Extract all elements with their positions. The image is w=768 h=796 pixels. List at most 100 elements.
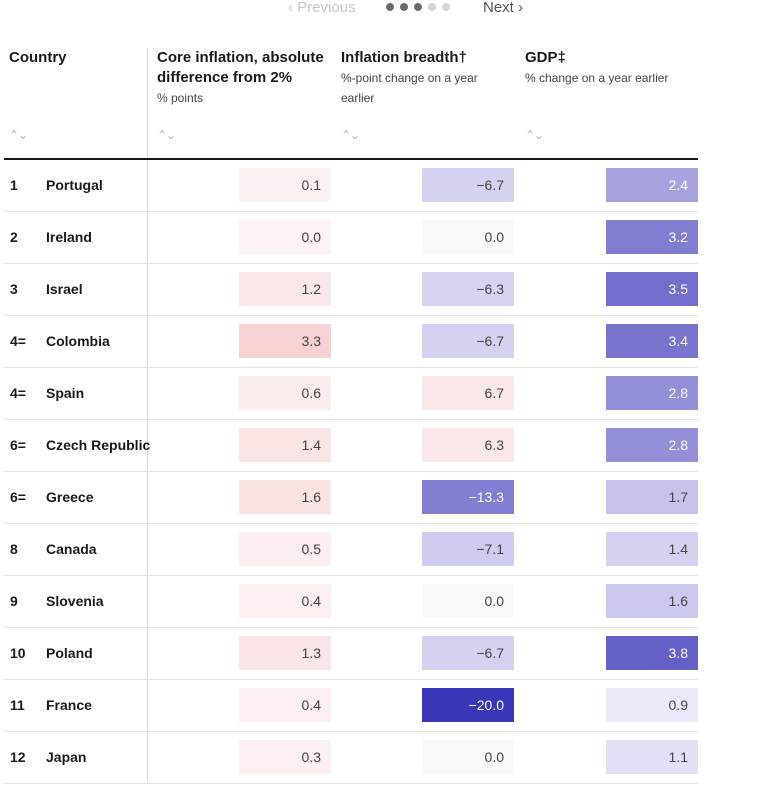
sort-icon[interactable]: ⌃⌄: [341, 128, 360, 142]
country-name: Spain: [46, 385, 85, 401]
rank: 10: [10, 645, 26, 661]
inflation-breadth-value: 0.0: [422, 740, 514, 774]
core-inflation-value: 3.3: [239, 324, 331, 358]
core-inflation-value: 0.0: [239, 220, 331, 254]
table-row: 3 Israel 1.2 −6.3 3.5: [4, 264, 698, 316]
table-row: 12 Japan 0.3 0.0 1.1: [4, 732, 698, 784]
core-inflation-value: 1.4: [239, 428, 331, 462]
column-divider: [147, 48, 148, 782]
inflation-breadth-value: −6.7: [422, 636, 514, 670]
country-name: Czech Republic: [46, 437, 151, 453]
rank: 4=: [10, 333, 26, 349]
table-row: 9 Slovenia 0.4 0.0 1.6: [4, 576, 698, 628]
country-name: Japan: [46, 749, 87, 765]
rank: 6=: [10, 437, 26, 453]
gdp-value: 1.6: [606, 584, 698, 618]
core-inflation-value: 0.5: [239, 532, 331, 566]
page-dot[interactable]: [442, 3, 450, 11]
country-name: Poland: [46, 645, 93, 661]
header-title: Country: [9, 49, 67, 66]
rank: 12: [10, 749, 26, 765]
core-inflation-value: 1.6: [239, 480, 331, 514]
page-dot[interactable]: [414, 3, 422, 11]
rank: 1: [10, 177, 18, 193]
inflation-breadth-value: −7.1: [422, 532, 514, 566]
header-rule: [4, 158, 698, 160]
country-name: Ireland: [46, 229, 92, 245]
country-name: Colombia: [46, 333, 110, 349]
table-header: Country Core inflation, absolute differe…: [0, 48, 698, 158]
gdp-value: 1.4: [606, 532, 698, 566]
country-name: Portugal: [46, 177, 103, 193]
table-row: 10 Poland 1.3 −6.7 3.8: [4, 628, 698, 680]
core-inflation-value: 0.4: [239, 688, 331, 722]
sort-icon[interactable]: ⌃⌄: [157, 128, 176, 142]
gdp-value: 3.8: [606, 636, 698, 670]
table-row: 6= Greece 1.6 −13.3 1.7: [4, 472, 698, 524]
inflation-breadth-value: 0.0: [422, 584, 514, 618]
rank: 8: [10, 541, 18, 557]
sort-icon[interactable]: ⌃⌄: [9, 128, 28, 142]
table-row: 4= Spain 0.6 6.7 2.8: [4, 368, 698, 420]
sort-icon[interactable]: ⌃⌄: [525, 128, 544, 142]
header-subtitle: %-point change on a year earlier: [341, 71, 478, 105]
core-inflation-value: 0.3: [239, 740, 331, 774]
country-name: Israel: [46, 281, 83, 297]
rank: 11: [10, 697, 25, 713]
rank: 2: [10, 229, 18, 245]
header-subtitle: % change on a year earlier: [525, 71, 669, 85]
gdp-value: 0.9: [606, 688, 698, 722]
inflation-breadth-value: −6.3: [422, 272, 514, 306]
country-name: France: [46, 697, 92, 713]
country-name: Greece: [46, 489, 94, 505]
inflation-breadth-value: −6.7: [422, 168, 514, 202]
rank: 6=: [10, 489, 26, 505]
previous-button[interactable]: ‹ Previous: [288, 0, 356, 16]
header-country[interactable]: Country: [9, 48, 139, 68]
page-dot[interactable]: [386, 3, 394, 11]
gdp-value: 3.4: [606, 324, 698, 358]
header-subtitle: % points: [157, 91, 204, 105]
table-row: 11 France 0.4 −20.0 0.9: [4, 680, 698, 732]
next-button[interactable]: Next ›: [483, 0, 524, 16]
page-dots: [386, 3, 450, 11]
page-dot[interactable]: [428, 3, 436, 11]
country-name: Canada: [46, 541, 97, 557]
inflation-breadth-value: 0.0: [422, 220, 514, 254]
inflation-breadth-value: −20.0: [422, 688, 514, 722]
inflation-breadth-value: 6.7: [422, 376, 514, 410]
rank: 4=: [10, 385, 26, 401]
table-row: 4= Colombia 3.3 −6.7 3.4: [4, 316, 698, 368]
inflation-breadth-value: −13.3: [422, 480, 514, 514]
core-inflation-value: 0.4: [239, 584, 331, 618]
core-inflation-value: 1.2: [239, 272, 331, 306]
country-name: Slovenia: [46, 593, 104, 609]
rank: 9: [10, 593, 18, 609]
pagination: ‹ Previous Next ›: [0, 0, 768, 18]
core-inflation-value: 1.3: [239, 636, 331, 670]
header-gdp[interactable]: GDP‡ % change on a year earlier: [525, 48, 695, 88]
table-row: 8 Canada 0.5 −7.1 1.4: [4, 524, 698, 576]
gdp-value: 2.8: [606, 428, 698, 462]
inflation-breadth-value: −6.7: [422, 324, 514, 358]
gdp-value: 2.4: [606, 168, 698, 202]
table-row: 2 Ireland 0.0 0.0 3.2: [4, 212, 698, 264]
gdp-value: 2.8: [606, 376, 698, 410]
header-title: Core inflation, absolute difference from…: [157, 49, 324, 86]
header-title: GDP‡: [525, 49, 566, 66]
gdp-value: 1.7: [606, 480, 698, 514]
core-inflation-value: 0.6: [239, 376, 331, 410]
page-dot[interactable]: [400, 3, 408, 11]
gdp-value: 3.5: [606, 272, 698, 306]
table-body: 1 Portugal 0.1 −6.7 2.4 2 Ireland 0.0 0.0 3.2 3 Isr…: [0, 160, 698, 784]
gdp-value: 3.2: [606, 220, 698, 254]
inflation-breadth-value: 6.3: [422, 428, 514, 462]
core-inflation-value: 0.1: [239, 168, 331, 202]
gdp-value: 1.1: [606, 740, 698, 774]
header-core-inflation[interactable]: Core inflation, absolute difference from…: [157, 48, 332, 108]
header-title: Inflation breadth†: [341, 49, 467, 66]
rank: 3: [10, 281, 18, 297]
table-row: 6= Czech Republic 1.4 6.3 2.8: [4, 420, 698, 472]
table-row: 1 Portugal 0.1 −6.7 2.4: [4, 160, 698, 212]
header-inflation-breadth[interactable]: Inflation breadth† %-point change on a y…: [341, 48, 511, 108]
